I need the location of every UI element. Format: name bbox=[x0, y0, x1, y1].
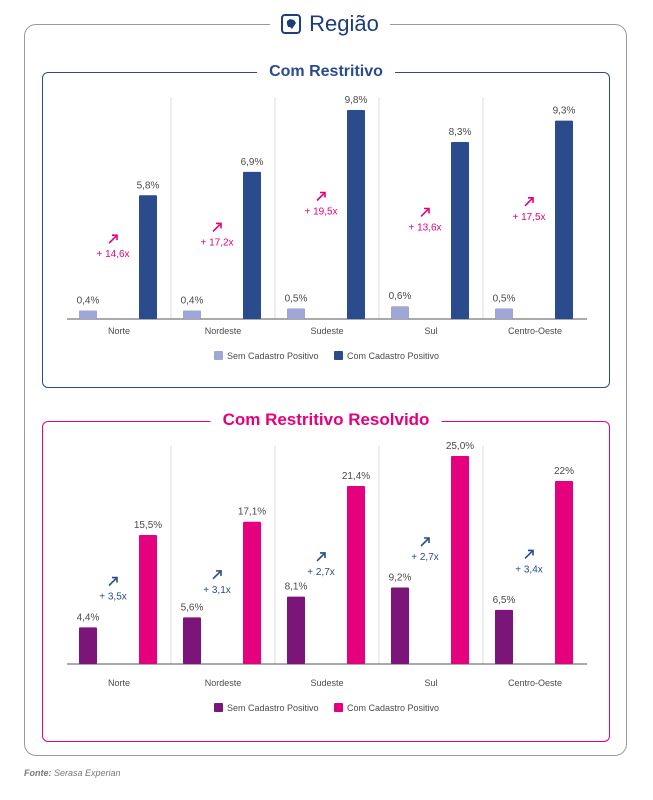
bar-com-cadastro bbox=[347, 110, 365, 319]
growth-arrow-icon bbox=[420, 537, 430, 547]
data-label-com-cadastro: 25,0% bbox=[446, 441, 474, 452]
bar-sem-cadastro bbox=[183, 310, 201, 319]
growth-arrow-head bbox=[112, 234, 118, 241]
category-label: Norte bbox=[108, 326, 130, 336]
multiplier-label: + 14,6x bbox=[96, 249, 129, 260]
data-label-sem-cadastro: 0,5% bbox=[493, 293, 516, 304]
data-label-com-cadastro: 9,8% bbox=[345, 95, 368, 106]
data-label-com-cadastro: 5,8% bbox=[137, 180, 160, 191]
data-label-sem-cadastro: 0,4% bbox=[77, 295, 100, 306]
data-label-sem-cadastro: 0,5% bbox=[285, 293, 308, 304]
growth-arrow-head bbox=[528, 549, 534, 556]
data-label-com-cadastro: 21,4% bbox=[342, 471, 370, 482]
bar-com-cadastro bbox=[555, 480, 573, 664]
bar-sem-cadastro bbox=[391, 306, 409, 319]
growth-arrow-icon bbox=[108, 234, 118, 244]
data-label-sem-cadastro: 0,6% bbox=[389, 291, 412, 302]
data-label-com-cadastro: 9,3% bbox=[553, 106, 576, 117]
data-label-com-cadastro: 22% bbox=[554, 466, 574, 477]
panel-title-com-restritivo-resolvido: Com Restritivo Resolvido bbox=[210, 410, 442, 430]
growth-arrow-icon bbox=[420, 207, 430, 218]
data-label-com-cadastro: 15,5% bbox=[134, 520, 162, 531]
panel-title-com-restritivo: Com Restritivo bbox=[257, 63, 395, 81]
multiplier-label: + 13,6x bbox=[408, 222, 441, 233]
bar-sem-cadastro bbox=[183, 617, 201, 664]
data-label-com-cadastro: 17,1% bbox=[238, 507, 266, 518]
category-label: Sudeste bbox=[310, 678, 343, 688]
growth-arrow-head bbox=[320, 552, 326, 558]
legend-swatch-com-cadastro bbox=[334, 351, 343, 360]
bar-sem-cadastro bbox=[495, 609, 513, 664]
bar-sem-cadastro bbox=[287, 596, 305, 664]
growth-arrow-icon bbox=[524, 549, 534, 560]
legend-label-com-cadastro: Com Cadastro Positivo bbox=[347, 351, 439, 361]
growth-arrow-head bbox=[424, 537, 430, 543]
page-header: Região bbox=[270, 8, 390, 40]
legend-swatch-sem-cadastro bbox=[214, 351, 223, 360]
legend-label-sem-cadastro: Sem Cadastro Positivo bbox=[227, 703, 319, 713]
growth-arrow-icon bbox=[212, 222, 222, 232]
growth-arrow-icon bbox=[316, 552, 326, 562]
legend-swatch-sem-cadastro bbox=[214, 703, 223, 712]
bar-sem-cadastro bbox=[287, 308, 305, 319]
multiplier-label: + 17,5x bbox=[512, 212, 545, 223]
growth-arrow-head bbox=[216, 570, 222, 576]
growth-arrow-icon bbox=[108, 576, 118, 587]
growth-arrow-icon bbox=[316, 191, 326, 202]
category-label: Sul bbox=[424, 678, 437, 688]
bar-com-cadastro bbox=[139, 535, 157, 664]
growth-arrow-head bbox=[320, 191, 326, 198]
data-label-sem-cadastro: 0,4% bbox=[181, 295, 204, 306]
bar-com-cadastro bbox=[555, 120, 573, 319]
data-label-sem-cadastro: 8,1% bbox=[285, 582, 308, 593]
growth-arrow-head bbox=[216, 222, 222, 229]
data-label-sem-cadastro: 6,5% bbox=[493, 595, 516, 606]
data-label-com-cadastro: 8,3% bbox=[449, 127, 472, 138]
page-title: Região bbox=[309, 11, 379, 36]
bar-com-cadastro bbox=[243, 171, 261, 319]
growth-arrow-icon bbox=[212, 570, 222, 580]
multiplier-label: + 3,1x bbox=[203, 585, 231, 596]
multiplier-label: + 2,7x bbox=[411, 552, 439, 563]
bar-sem-cadastro bbox=[495, 308, 513, 319]
bar-com-cadastro bbox=[347, 485, 365, 664]
growth-arrow-icon bbox=[524, 197, 534, 207]
data-label-sem-cadastro: 9,2% bbox=[389, 572, 412, 583]
legend-label-sem-cadastro: Sem Cadastro Positivo bbox=[227, 351, 319, 361]
multiplier-label: + 3,4x bbox=[515, 564, 543, 575]
legend-label-com-cadastro: Com Cadastro Positivo bbox=[347, 703, 439, 713]
data-label-sem-cadastro: 4,4% bbox=[77, 612, 100, 623]
data-label-sem-cadastro: 5,6% bbox=[181, 602, 204, 613]
bar-sem-cadastro bbox=[391, 587, 409, 664]
bar-com-cadastro bbox=[139, 195, 157, 319]
bar-sem-cadastro bbox=[79, 310, 97, 319]
category-label: Centro-Oeste bbox=[508, 678, 562, 688]
data-label-com-cadastro: 6,9% bbox=[241, 157, 264, 168]
category-label: Sul bbox=[424, 326, 437, 336]
multiplier-label: + 19,5x bbox=[304, 207, 337, 218]
multiplier-label: + 2,7x bbox=[307, 567, 335, 578]
bar-com-cadastro bbox=[243, 521, 261, 664]
brazil-map-icon bbox=[281, 14, 302, 34]
growth-arrow-head bbox=[528, 197, 534, 203]
category-label: Nordeste bbox=[205, 678, 242, 688]
legend-swatch-com-cadastro bbox=[334, 703, 343, 712]
growth-arrow-head bbox=[112, 576, 118, 583]
multiplier-label: + 17,2x bbox=[200, 237, 233, 248]
bar-sem-cadastro bbox=[79, 627, 97, 664]
bar-com-cadastro bbox=[451, 456, 469, 664]
category-label: Norte bbox=[108, 678, 130, 688]
bar-com-cadastro bbox=[451, 141, 469, 319]
category-label: Nordeste bbox=[205, 326, 242, 336]
multiplier-label: + 3,5x bbox=[99, 592, 127, 603]
category-label: Sudeste bbox=[310, 326, 343, 336]
source-note: Fonte: Serasa Experian bbox=[24, 768, 121, 778]
growth-arrow-head bbox=[424, 207, 430, 214]
category-label: Centro-Oeste bbox=[508, 326, 562, 336]
